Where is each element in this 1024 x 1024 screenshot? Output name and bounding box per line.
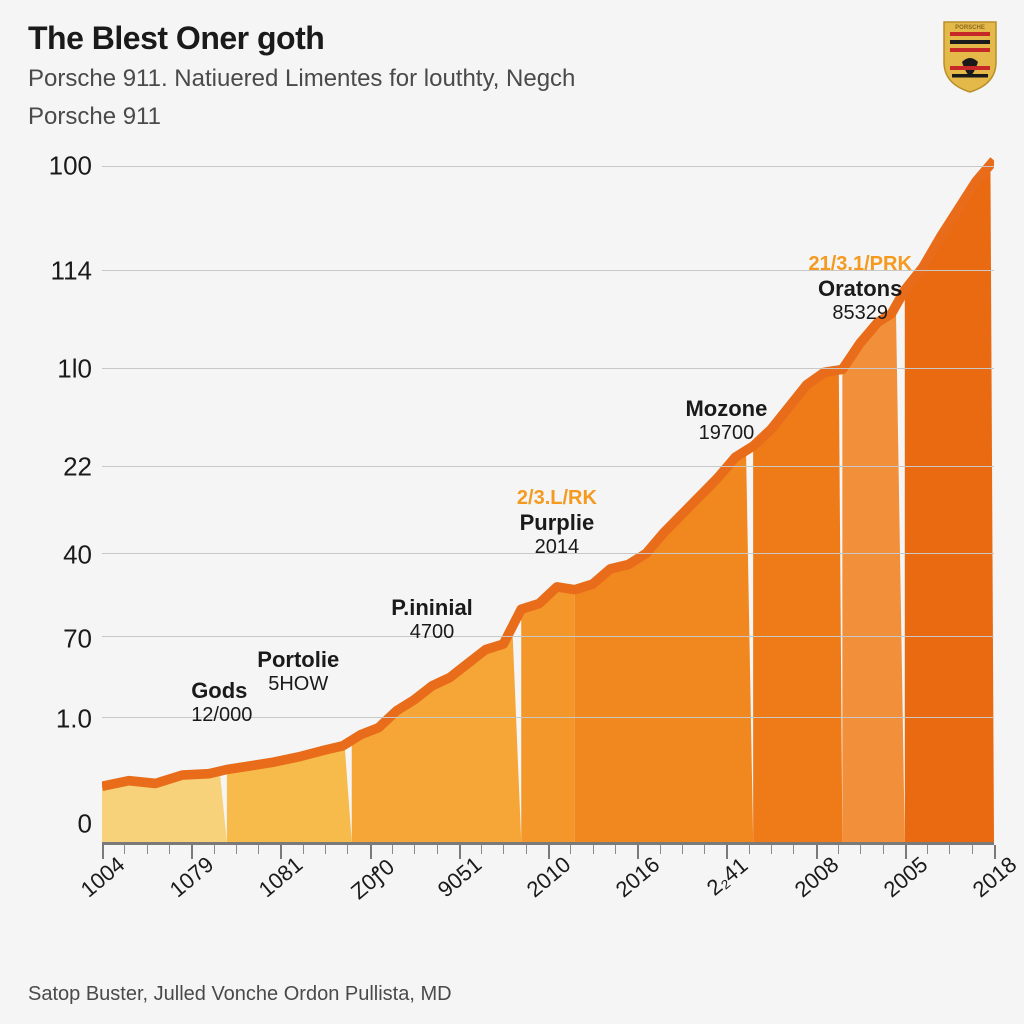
y-tick-label: 0 bbox=[22, 809, 92, 840]
gridline bbox=[102, 270, 994, 271]
gridline bbox=[102, 636, 994, 637]
x-tick-minor bbox=[615, 845, 616, 854]
x-tick-minor bbox=[972, 845, 973, 854]
y-tick-label: 100 bbox=[22, 151, 92, 182]
x-tick-minor bbox=[503, 845, 504, 854]
x-tick-minor bbox=[169, 845, 170, 854]
chart-subtitle-line2: Porsche 911 bbox=[28, 101, 924, 133]
svg-text:PORSCHE: PORSCHE bbox=[955, 25, 985, 31]
x-tick-label: 1079 bbox=[165, 852, 219, 903]
y-tick-label: 40 bbox=[22, 539, 92, 570]
x-tick-label: 2010 bbox=[522, 852, 576, 903]
x-tick-minor bbox=[325, 845, 326, 854]
y-tick-label: 22 bbox=[22, 452, 92, 483]
x-tick-minor bbox=[949, 845, 950, 854]
area-chart bbox=[102, 145, 994, 842]
x-tick bbox=[280, 845, 282, 859]
x-tick-label: 2₂41 bbox=[702, 852, 753, 901]
x-tick bbox=[816, 845, 818, 859]
chart-source-text: Satop Buster, Julled Vonche Ordon Pullis… bbox=[28, 983, 452, 1006]
y-tick-label: 114 bbox=[22, 256, 92, 287]
brand-logo-icon: PORSCHE bbox=[940, 18, 1000, 90]
chart-subtitle-line1: Porsche 911. Natiuered Limentes for lout… bbox=[28, 63, 924, 95]
x-tick-minor bbox=[236, 845, 237, 854]
x-tick-label: 9051 bbox=[433, 852, 487, 903]
x-tick-minor bbox=[682, 845, 683, 854]
x-tick-minor bbox=[437, 845, 438, 854]
x-tick bbox=[370, 845, 372, 859]
gridline bbox=[102, 466, 994, 467]
x-tick-minor bbox=[860, 845, 861, 854]
x-tick-label: 2016 bbox=[611, 852, 665, 903]
gridline bbox=[102, 553, 994, 554]
x-axis: 100410791081Z0ꝭ09051201020162₂4120082005… bbox=[102, 845, 994, 905]
x-tick bbox=[905, 845, 907, 859]
x-tick-label: Z0ꝭ0 bbox=[344, 852, 400, 906]
gridline bbox=[102, 368, 994, 369]
x-tick bbox=[548, 845, 550, 859]
x-tick-minor bbox=[593, 845, 594, 854]
x-tick-label: 1004 bbox=[76, 852, 130, 903]
y-tick-label: 1.0 bbox=[22, 704, 92, 735]
area-segment bbox=[842, 306, 904, 842]
x-tick-minor bbox=[838, 845, 839, 854]
x-tick bbox=[726, 845, 728, 859]
x-tick-label: 1081 bbox=[254, 852, 308, 903]
x-tick-minor bbox=[570, 845, 571, 854]
x-tick-minor bbox=[258, 845, 259, 854]
area-segment bbox=[575, 451, 753, 842]
gridline bbox=[102, 717, 994, 718]
x-tick-minor bbox=[303, 845, 304, 854]
chart-title: The Blest Oner goth bbox=[28, 20, 924, 57]
x-tick bbox=[637, 845, 639, 859]
chart-header: The Blest Oner goth Porsche 911. Natiuer… bbox=[28, 20, 924, 134]
x-tick-minor bbox=[749, 845, 750, 854]
x-tick bbox=[994, 845, 996, 859]
y-axis: 100 114 1l0 22 40 70 1.0 0 bbox=[22, 145, 96, 845]
y-tick-label: 70 bbox=[22, 623, 92, 654]
x-tick bbox=[102, 845, 104, 859]
x-tick-minor bbox=[793, 845, 794, 854]
x-tick-minor bbox=[660, 845, 661, 854]
chart-container: 100 114 1l0 22 40 70 1.0 0 Gods12/000Portolie5H… bbox=[22, 145, 1002, 905]
x-tick bbox=[459, 845, 461, 859]
area-segment bbox=[521, 588, 575, 842]
x-tick-label: 2008 bbox=[789, 852, 843, 903]
plot-area: Gods12/000Portolie5HOWP.ininial47002/3.L… bbox=[102, 145, 994, 845]
x-tick-minor bbox=[771, 845, 772, 854]
y-tick-label: 1l0 bbox=[22, 354, 92, 385]
x-tick-minor bbox=[414, 845, 415, 854]
x-tick-minor bbox=[347, 845, 348, 854]
x-tick-minor bbox=[124, 845, 125, 854]
area-segment bbox=[753, 370, 842, 842]
x-tick-minor bbox=[526, 845, 527, 854]
x-tick-minor bbox=[883, 845, 884, 854]
x-tick-minor bbox=[704, 845, 705, 854]
gridline bbox=[102, 166, 994, 167]
x-tick-minor bbox=[392, 845, 393, 854]
x-tick bbox=[191, 845, 193, 859]
x-tick-minor bbox=[214, 845, 215, 854]
x-tick-label: 2018 bbox=[968, 852, 1022, 903]
x-tick-minor bbox=[147, 845, 148, 854]
x-tick-label: 2005 bbox=[879, 852, 933, 903]
area-segment bbox=[352, 627, 521, 842]
x-tick-minor bbox=[927, 845, 928, 854]
x-tick-minor bbox=[481, 845, 482, 854]
